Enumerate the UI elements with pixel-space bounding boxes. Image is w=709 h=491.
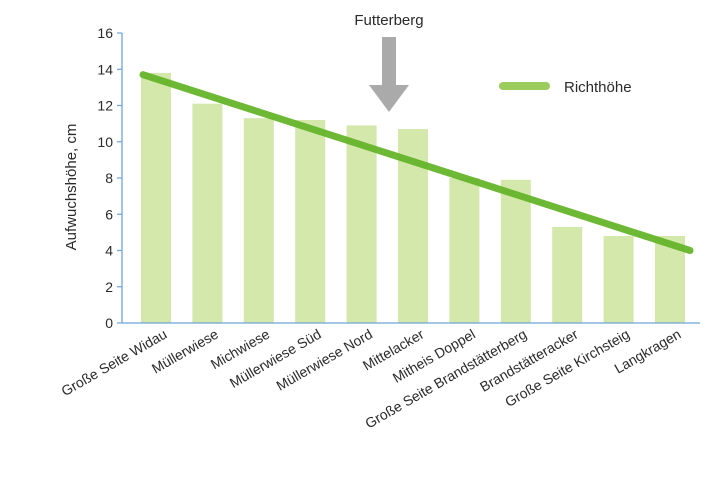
y-tick-label: 8: [105, 170, 113, 186]
bar: [500, 179, 531, 323]
legend-label: Richthöhe: [564, 79, 632, 96]
bar: [346, 125, 377, 323]
y-tick-label: 6: [105, 206, 113, 222]
y-tick-label: 2: [105, 279, 113, 295]
axes-layer: [117, 32, 700, 324]
bar: [603, 236, 634, 323]
legend: Richthöhe: [499, 79, 632, 96]
reference-line: [139, 71, 694, 254]
reference-line-layer: [139, 71, 694, 254]
down-arrow-icon: [369, 37, 409, 112]
bar: [295, 120, 326, 323]
bar: [552, 226, 583, 323]
bar: [243, 118, 274, 323]
y-tick-label: 4: [105, 243, 113, 259]
bar: [141, 72, 171, 323]
bar: [449, 178, 480, 323]
bar: [192, 103, 223, 323]
y-axis-label: Aufwuchshöhe, cm: [63, 124, 80, 251]
y-tick-label: 14: [97, 61, 113, 77]
y-tick-label: 16: [97, 25, 113, 41]
futterberg-annotation: Futterberg: [354, 12, 424, 112]
annotation-text: Futterberg: [354, 12, 423, 29]
y-tick-label: 12: [97, 98, 113, 114]
y-tick-label: 10: [97, 134, 113, 150]
bars-layer: [141, 72, 685, 323]
y-tick-label: 0: [105, 315, 113, 331]
